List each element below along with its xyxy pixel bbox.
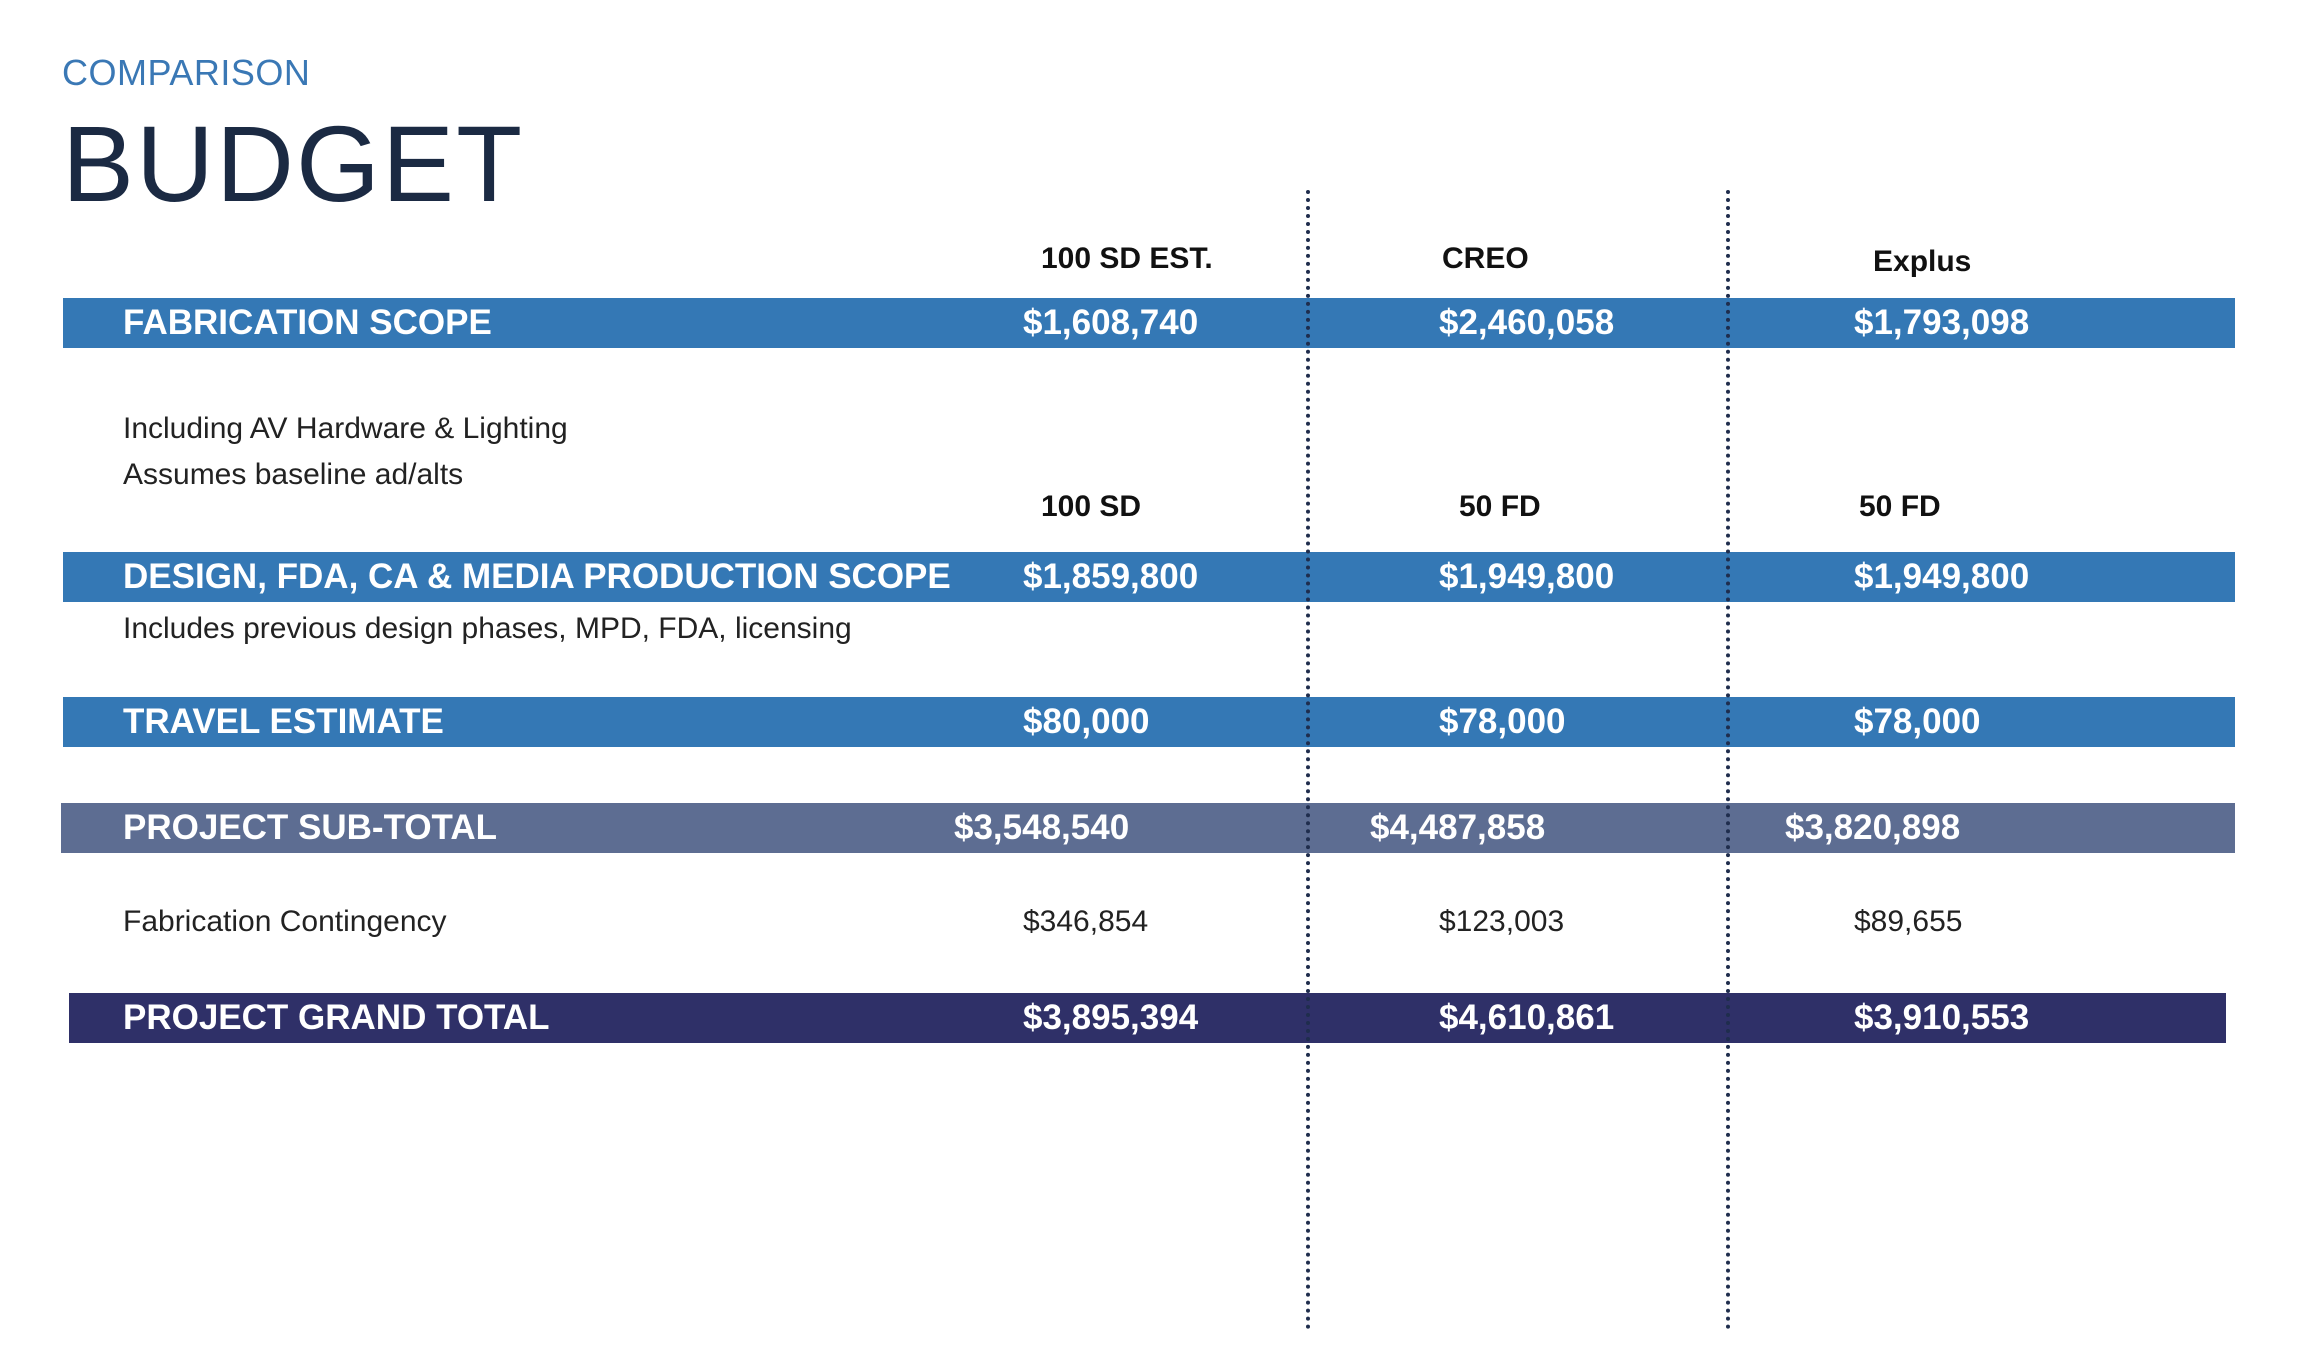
fabrication-scope-label: FABRICATION SCOPE [123, 303, 492, 342]
grand-total-value-creo: $4,610,861 [1439, 998, 1615, 1037]
travel-estimate-band [63, 697, 2235, 747]
column-divider-1 [1306, 190, 1310, 1330]
design-value-creo: $1,949,800 [1439, 557, 1615, 596]
contingency-label: Fabrication Contingency [123, 905, 447, 938]
travel-value-creo: $78,000 [1439, 702, 1566, 741]
contingency-value-explus: $89,655 [1854, 905, 1963, 938]
subtotal-value-creo: $4,487,858 [1370, 808, 1546, 847]
design-note: Includes previous design phases, MPD, FD… [123, 612, 852, 645]
fabrication-value-100-sd: $1,608,740 [1023, 303, 1199, 342]
column-header-explus: Explus [1873, 245, 1972, 278]
travel-value-100-sd: $80,000 [1023, 702, 1150, 741]
design-scope-band [63, 552, 2235, 602]
column-header-100-sd-est: 100 SD EST. [1041, 242, 1213, 275]
column-divider-2 [1726, 190, 1730, 1330]
fabrication-value-creo: $2,460,058 [1439, 303, 1615, 342]
design-column-header-50-fd-explus: 50 FD [1859, 490, 1941, 523]
design-column-header-50-fd-creo: 50 FD [1459, 490, 1541, 523]
grand-total-band [69, 993, 2226, 1043]
grand-total-value-explus: $3,910,553 [1854, 998, 2030, 1037]
fabrication-scope-band [63, 298, 2235, 348]
fabrication-value-explus: $1,793,098 [1854, 303, 2030, 342]
fabrication-note-adalts: Assumes baseline ad/alts [123, 458, 464, 491]
design-value-100-sd: $1,859,800 [1023, 557, 1199, 596]
section-eyebrow: COMPARISON [62, 52, 311, 93]
contingency-value-creo: $123,003 [1439, 905, 1565, 938]
subtotal-label: PROJECT SUB-TOTAL [123, 808, 497, 847]
design-column-header-100-sd: 100 SD [1041, 490, 1142, 523]
subtotal-band [61, 803, 2235, 853]
page-title: BUDGET [62, 103, 525, 224]
subtotal-value-100-sd: $3,548,540 [954, 808, 1130, 847]
grand-total-label: PROJECT GRAND TOTAL [123, 998, 550, 1037]
design-value-explus: $1,949,800 [1854, 557, 2030, 596]
travel-estimate-label: TRAVEL ESTIMATE [123, 702, 444, 741]
column-header-creo: CREO [1442, 242, 1529, 275]
travel-value-explus: $78,000 [1854, 702, 1981, 741]
design-scope-label: DESIGN, FDA, CA & MEDIA PRODUCTION SCOPE [123, 557, 951, 596]
subtotal-value-explus: $3,820,898 [1785, 808, 1961, 847]
fabrication-note-av: Including AV Hardware & Lighting [123, 412, 568, 445]
contingency-value-100-sd: $346,854 [1023, 905, 1149, 938]
grand-total-value-100-sd: $3,895,394 [1023, 998, 1199, 1037]
